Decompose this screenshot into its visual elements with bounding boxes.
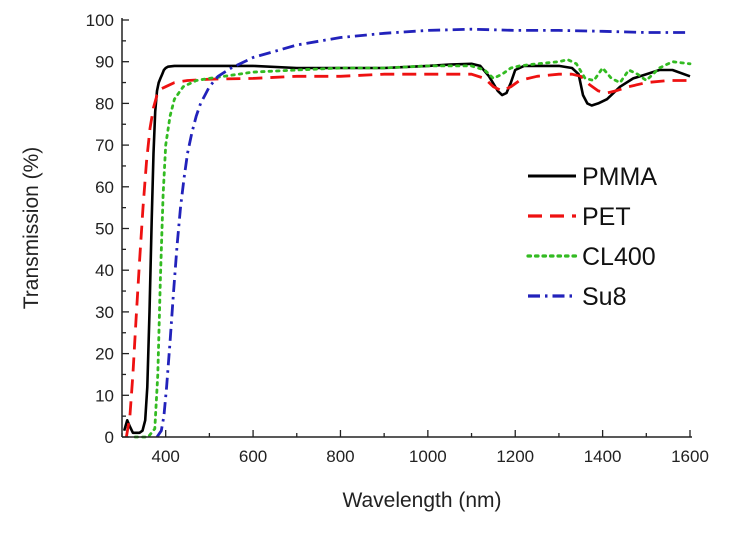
y-tick-label: 70	[95, 136, 114, 155]
y-tick-label: 50	[95, 220, 114, 239]
y-tick-label: 60	[95, 178, 114, 197]
x-tick-label: 1400	[584, 447, 622, 466]
x-tick-label: 800	[326, 447, 354, 466]
x-tick-label: 1000	[409, 447, 447, 466]
series-line-cl400	[133, 58, 692, 439]
y-tick-label: 80	[95, 94, 114, 113]
x-tick-label: 1200	[496, 447, 534, 466]
y-tick-label: 10	[95, 386, 114, 405]
legend: PMMA PET CL400 Su8	[526, 163, 657, 311]
x-tick-label: 600	[239, 447, 267, 466]
plot-lines	[122, 27, 692, 439]
legend-label-pet: PET	[582, 203, 631, 231]
y-tick-label: 90	[95, 53, 114, 72]
y-tick-label: 20	[95, 345, 114, 364]
legend-label-cl400: CL400	[582, 243, 656, 271]
y-tick-label: 40	[95, 261, 114, 280]
x-tick-label: 400	[152, 447, 180, 466]
legend-label-pmma: PMMA	[582, 163, 657, 191]
axes	[121, 18, 692, 438]
y-axis-title: Transmission (%)	[20, 147, 43, 310]
series-line-su8	[155, 27, 690, 438]
x-tick-label: 1600	[671, 447, 709, 466]
legend-label-su8: Su8	[582, 283, 626, 311]
y-tick-label: 30	[95, 303, 114, 322]
x-axis-title: Wavelength (nm)	[342, 489, 501, 512]
y-tick-label: 0	[105, 428, 114, 447]
y-tick-label: 100	[86, 11, 114, 30]
ticks: 0 10 20 30 40 50 60 70 80 90 100 400 600 800 1000 1200 1…	[86, 11, 709, 466]
series-line-pet	[125, 72, 690, 438]
